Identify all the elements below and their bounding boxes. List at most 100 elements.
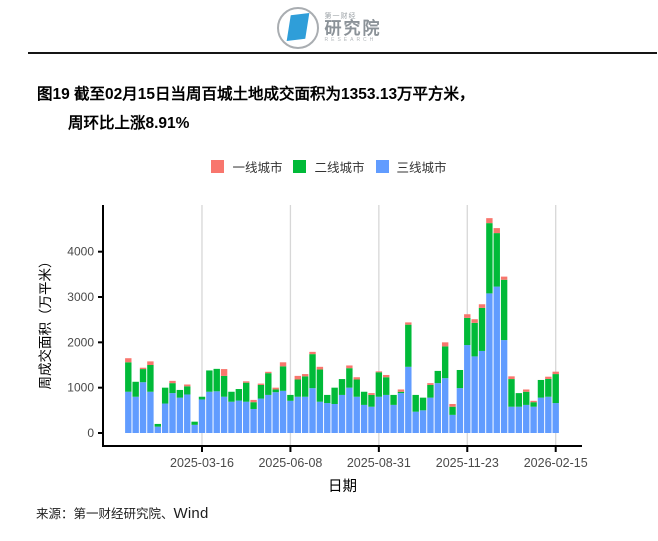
bar-segment-一线城市: [523, 389, 530, 392]
y-tick-label: 4000: [67, 245, 94, 259]
x-axis-title: 日期: [328, 478, 357, 495]
bar-segment-三线城市: [478, 350, 486, 433]
bar-segment-一线城市: [316, 366, 324, 370]
bar-segment-三线城市: [154, 426, 161, 433]
bar-segment-三线城市: [427, 397, 434, 433]
bar-segment-二线城市: [397, 391, 405, 394]
bar-segment-三线城市: [147, 391, 154, 433]
bar-segment-二线城市: [279, 366, 287, 391]
bar-segment-三线城市: [449, 414, 456, 433]
bar-segment-二线城市: [176, 389, 184, 398]
source-wind: Wind: [173, 505, 209, 522]
bar-segment-一线城市: [530, 400, 537, 403]
y-axis-title: 周成交面积（万平米）: [37, 255, 53, 390]
bar-segment-三线城市: [235, 400, 243, 433]
bar-segment-二线城市: [523, 391, 530, 405]
bar-segment-一线城市: [169, 380, 176, 384]
bar-segment-二线城市: [493, 233, 500, 287]
header-divider: [28, 52, 657, 54]
bar-segment-二线城市: [478, 307, 486, 351]
figure-title: 图19 截至02月15日当周百城土地成交面积为1353.13万平方米， 周环比上…: [37, 80, 637, 138]
bar-segment-二线城市: [228, 391, 235, 402]
bar-segment-一线城市: [279, 362, 287, 367]
bar-segment-一线城市: [147, 361, 154, 366]
bar-segment-三线城市: [353, 396, 360, 433]
bar-segment-三线城市: [213, 391, 220, 433]
bar-segment-三线城市: [338, 394, 346, 433]
bar-segment-三线城市: [552, 403, 559, 433]
legend-item-tier2: 二线城市: [293, 157, 365, 176]
bar-segment-三线城市: [287, 400, 294, 433]
bar-segment-二线城市: [250, 402, 257, 409]
bar-segment-二线城市: [324, 394, 331, 404]
bar-segment-三线城市: [301, 396, 309, 433]
logo-text: 第一财经 研究院 RESEARCH: [325, 13, 382, 43]
bar-segment-二线城市: [184, 386, 191, 395]
bar-segment-一线城市: [368, 393, 375, 395]
bar-segment-二线城市: [515, 393, 523, 407]
bar-segment-一线城市: [486, 218, 493, 224]
bar-segment-二线城市: [390, 394, 397, 405]
bar-segment-一线城市: [441, 342, 449, 347]
bar-segment-二线城市: [213, 368, 220, 392]
chart-legend: 一线城市 二线城市 三线城市: [0, 157, 658, 176]
bar-segment-三线城市: [265, 394, 272, 433]
header: 第一财经 研究院 RESEARCH: [0, 4, 658, 52]
bar-segment-一线城市: [464, 314, 471, 318]
y-tick-label: 3000: [67, 290, 94, 304]
bar-segment-三线城市: [434, 383, 441, 433]
legend-label-tier2: 二线城市: [314, 161, 365, 175]
bar-segment-三线城市: [279, 390, 287, 433]
bar-segment-二线城市: [375, 372, 383, 397]
bar-segment-二线城市: [449, 406, 456, 415]
legend-item-tier1: 一线城市: [211, 157, 282, 176]
bar-segment-三线城市: [206, 391, 213, 433]
legend-swatch-tier1: [211, 160, 225, 173]
bar-segment-一线城市: [294, 375, 301, 380]
bar-segment-三线城市: [368, 406, 375, 433]
bar-segment-二线城市: [360, 391, 368, 405]
bar-segment-三线城市: [324, 403, 331, 433]
bar-segment-三线城市: [508, 406, 515, 433]
bar-segment-二线城市: [383, 377, 390, 395]
bar-segment-二线城市: [331, 387, 338, 404]
bar-segment-二线城市: [338, 379, 346, 395]
legend-swatch-tier3: [375, 160, 389, 173]
x-tick-label: 2025-11-23: [436, 456, 499, 470]
bar-segment-二线城市: [464, 317, 471, 346]
bar-segment-二线城市: [508, 379, 515, 407]
bar-segment-三线城市: [139, 382, 147, 433]
bar-segment-一线城市: [184, 384, 191, 387]
bar-segment-二线城市: [243, 382, 250, 402]
bar-segment-二线城市: [309, 354, 316, 389]
bar-segment-二线城市: [257, 384, 265, 399]
bar-segment-三线城市: [360, 404, 368, 433]
bar-segment-二线城市: [412, 394, 419, 412]
bar-segment-二线城市: [220, 375, 228, 397]
logo-brand-en: RESEARCH: [324, 36, 377, 43]
bar-segment-二线城市: [500, 279, 508, 341]
bar-segment-三线城市: [316, 401, 324, 433]
legend-label-tier1: 一线城市: [232, 161, 283, 175]
bar-segment-二线城市: [139, 369, 147, 383]
bar-segment-三线城市: [161, 403, 169, 433]
bar-segment-三线城市: [272, 392, 279, 433]
bar-segment-一线城市: [353, 377, 360, 380]
bar-segment-一线城市: [545, 376, 552, 379]
bar-segment-二线城市: [427, 384, 434, 398]
bar-segment-一线城市: [405, 322, 412, 325]
bar-segment-一线城市: [250, 399, 257, 403]
bar-segment-二线城市: [169, 383, 176, 394]
bar-segment-二线城市: [287, 394, 294, 401]
x-tick-label: 2025-06-08: [258, 456, 322, 470]
bar-segment-二线城市: [235, 389, 243, 401]
bar-segment-二线城市: [456, 369, 464, 389]
bar-segment-一线城市: [301, 374, 309, 377]
bar-segment-二线城市: [405, 324, 412, 367]
bar-segment-三线城市: [228, 401, 235, 433]
bar-segment-三线城市: [169, 393, 176, 433]
bar-segment-二线城市: [294, 379, 301, 397]
bar-segment-三线城市: [184, 394, 191, 433]
bar-segment-三线城市: [243, 401, 250, 433]
